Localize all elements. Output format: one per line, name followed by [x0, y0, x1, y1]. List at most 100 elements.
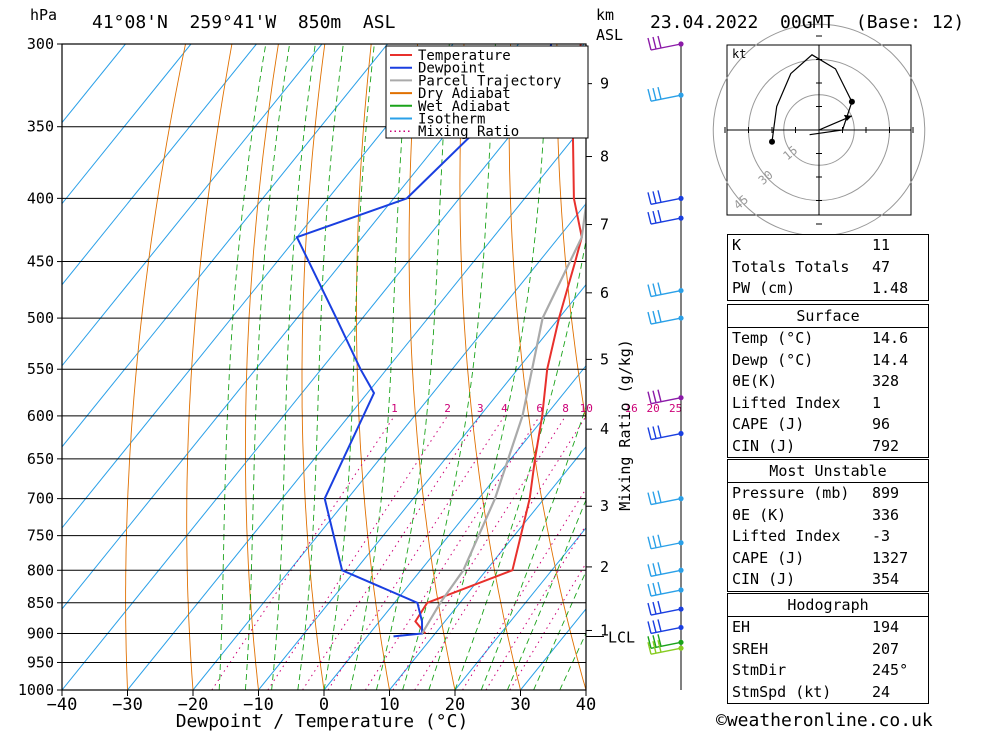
- legend-entry: Dewpoint: [418, 61, 485, 77]
- wind-barb-shape: [647, 35, 682, 51]
- hodograph-title: Hodograph: [728, 594, 928, 617]
- table-row-value: 47: [872, 257, 891, 276]
- legend-entry: Temperature: [418, 48, 511, 64]
- wind-barb-shape: [647, 639, 682, 655]
- isotherm-line: [389, 446, 586, 690]
- wet-adiabat-line: [402, 44, 496, 690]
- table-row-value: 1.48: [872, 279, 909, 297]
- dry-adiabat-line: [301, 44, 326, 690]
- hodograph-trace: [771, 54, 853, 142]
- wind-barb-shape: [647, 581, 682, 597]
- mixing-ratio-label: 16: [625, 402, 638, 415]
- wind-barb-shape: [647, 309, 682, 325]
- legend-entry: Parcel Trajectory: [418, 73, 561, 89]
- table-row-label: Lifted Index: [732, 527, 841, 545]
- wind-barb: [647, 190, 682, 206]
- wind-barb-dot: [678, 215, 684, 221]
- wind-barb-shape: [647, 86, 682, 102]
- most-unstable-table: Most Unstable Pressure (mb) 899 θE (K) 336 L…: [727, 459, 929, 592]
- height-tick-label: 3: [600, 497, 609, 515]
- x-tick-label: −20: [178, 695, 209, 715]
- pressure-tick-label: 950: [27, 653, 54, 671]
- table-row-label: Temp (°C): [732, 329, 814, 347]
- wet-adiabat-line: [506, 498, 586, 690]
- wind-barb: [647, 389, 682, 405]
- isotherm-line: [192, 202, 586, 690]
- wind-barb: [647, 490, 682, 506]
- x-tick-label: −40: [47, 695, 78, 715]
- table-row-label: PW (cm): [732, 279, 796, 297]
- pressure-tick-label: 800: [27, 561, 54, 579]
- table-row-value: 14.4: [872, 350, 909, 369]
- dry-adiabat-line: [244, 44, 279, 690]
- table-row-label: SREH: [732, 639, 769, 658]
- datetime-title: 23.04.2022 00GMT (Base: 12): [650, 12, 964, 33]
- mixing-ratio-line: [267, 415, 448, 690]
- mixing-ratio-line: [364, 415, 541, 690]
- height-tick-label: 5: [600, 350, 609, 368]
- legend-entry: Isotherm: [418, 112, 485, 128]
- table-row: Lifted Index 1: [728, 393, 928, 415]
- pressure-tick-label: 350: [27, 118, 54, 136]
- series-line-dewpoint: [295, 44, 553, 638]
- wind-barb: [647, 35, 682, 51]
- x-tick-label: 10: [379, 695, 399, 715]
- isotherm-line: [62, 44, 454, 529]
- dry-adiabat-line: [186, 44, 233, 690]
- most-unstable-title: Most Unstable: [728, 460, 928, 483]
- dry-adiabat-line: [975, 44, 1000, 690]
- table-row: StmSpd (kt) 24: [728, 682, 928, 704]
- table-row-label: EH: [732, 618, 751, 636]
- wind-barb-shape: [647, 490, 682, 506]
- x-tick-label: 40: [576, 695, 596, 715]
- wind-barb-shape: [647, 600, 682, 616]
- x-tick-label: −10: [243, 695, 274, 715]
- pressure-unit-label: hPa: [30, 6, 57, 24]
- table-row: Totals Totals 47: [728, 257, 928, 279]
- x-tick-label: −30: [112, 695, 143, 715]
- table-row-label: CIN (J): [732, 570, 796, 588]
- table-row-value: 336: [872, 505, 900, 524]
- wind-barb: [647, 309, 682, 325]
- pressure-tick-label: 850: [27, 594, 54, 612]
- table-row: K 11: [728, 235, 928, 257]
- height-tick-label: 9: [600, 75, 609, 93]
- dry-adiabat-line: [125, 44, 186, 690]
- surface-table: Surface Temp (°C) 14.6 Dewp (°C) 14.4 θE(K) 3…: [727, 304, 929, 458]
- wind-barb: [647, 619, 682, 635]
- table-row-label: Pressure (mb): [732, 484, 850, 502]
- table-row-value: 354: [872, 570, 900, 588]
- table-row-label: CIN (J): [732, 436, 796, 455]
- x-tick-label: 30: [510, 695, 530, 715]
- table-row-value: 245°: [872, 661, 909, 679]
- height-unit-label: km: [596, 6, 614, 24]
- height-tick-label: 7: [600, 216, 609, 234]
- mixing-ratio-label: 20: [647, 402, 660, 415]
- wind-barb: [647, 534, 682, 550]
- wind-barb-shape: [647, 634, 682, 650]
- lcl-label: LCL: [608, 628, 635, 646]
- dry-adiabat-line: [928, 44, 1000, 690]
- table-row: CAPE (J) 1327: [728, 548, 928, 570]
- mixing-ratio-line: [327, 415, 505, 690]
- table-row: SREH 207: [728, 639, 928, 661]
- wind-barb: [647, 634, 682, 650]
- legend-entry: Mixing Ratio: [418, 124, 519, 140]
- table-row-label: Dewp (°C): [732, 350, 814, 369]
- mixing-ratio-line: [302, 415, 481, 690]
- wind-barb: [647, 425, 682, 441]
- wind-barb-shape: [647, 562, 682, 577]
- hodograph-start-dot: [769, 138, 775, 145]
- table-row-label: Lifted Index: [732, 393, 841, 412]
- surface-title: Surface: [728, 305, 928, 328]
- isotherm-line: [127, 121, 586, 690]
- wet-adiabat-line: [533, 570, 586, 690]
- series-line-parcel-trajectory: [421, 197, 586, 635]
- credit-text: ©weatheronline.co.uk: [716, 710, 933, 731]
- table-row: CIN (J) 354: [728, 569, 928, 591]
- pressure-tick-label: 400: [27, 189, 54, 207]
- isotherm-line: [323, 364, 586, 690]
- hodograph-unit-label: kt: [732, 47, 746, 61]
- hodograph-point-dot: [848, 98, 855, 105]
- table-row-value: 1327: [872, 548, 909, 567]
